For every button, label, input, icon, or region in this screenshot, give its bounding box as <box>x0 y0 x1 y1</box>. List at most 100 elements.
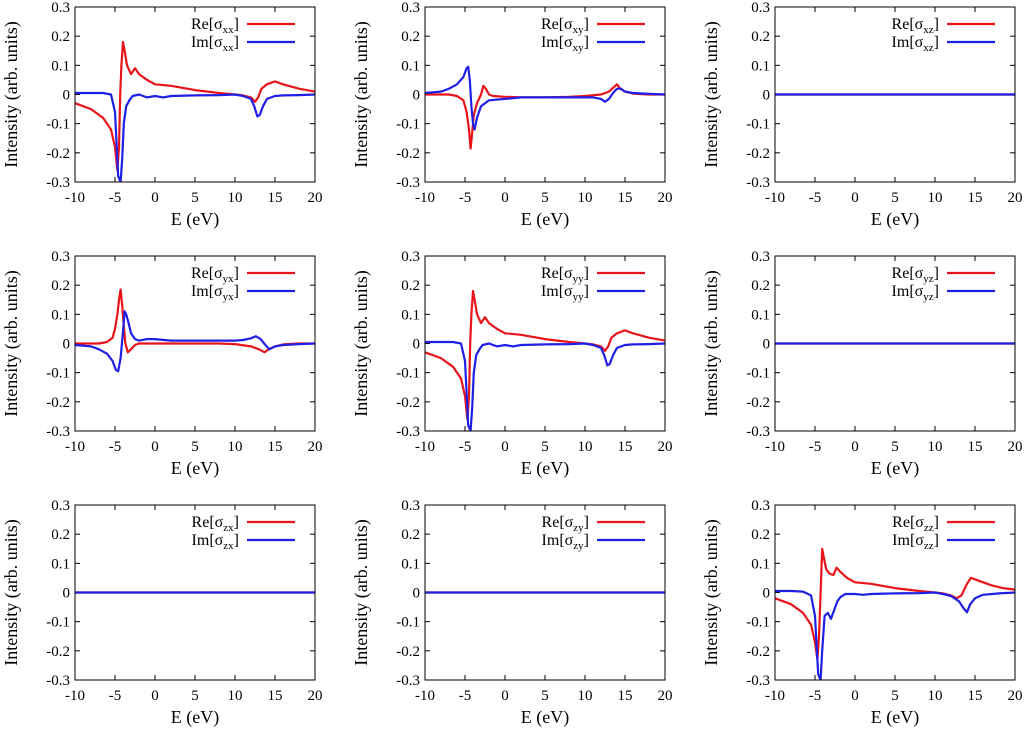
y-tick-label: 0 <box>413 337 421 353</box>
x-tick-label: 20 <box>308 190 323 206</box>
x-tick-label: 15 <box>268 439 283 455</box>
x-tick-label: 5 <box>541 688 549 704</box>
y-tick-label: 0.2 <box>751 29 770 45</box>
y-tick-label: 0 <box>413 586 421 602</box>
x-tick-label: 5 <box>891 190 899 206</box>
x-axis-label: E (eV) <box>521 458 569 479</box>
y-tick-label: 0.2 <box>51 527 70 543</box>
x-tick-label: 5 <box>191 190 199 206</box>
y-tick-label: -0.2 <box>46 644 70 660</box>
y-tick-label: 0 <box>63 586 71 602</box>
x-tick-label: 20 <box>1008 190 1023 206</box>
y-axis-label: Intensity (arb. units) <box>1 270 22 416</box>
plot-frame <box>424 255 666 432</box>
legend-label: Im[σzx] <box>192 532 239 552</box>
x-axis-label: E (eV) <box>171 707 219 728</box>
y-axis-label: Intensity (arb. units) <box>351 519 372 665</box>
plot-frame <box>424 504 666 681</box>
y-tick-label: -0.1 <box>396 615 420 631</box>
x-axis-label: E (eV) <box>871 209 919 230</box>
y-tick-label: 0.2 <box>401 527 420 543</box>
x-tick-label: 0 <box>151 190 159 206</box>
x-tick-label: -5 <box>809 190 822 206</box>
y-tick-label: -0.1 <box>46 615 70 631</box>
x-tick-label: 15 <box>968 688 983 704</box>
y-tick-label: -0.3 <box>46 175 70 191</box>
plot-frame <box>74 504 316 681</box>
im-series-line <box>75 91 315 182</box>
legend-label: Im[σzy] <box>542 532 589 552</box>
y-tick-label: -0.3 <box>396 424 420 440</box>
x-axis-label: E (eV) <box>171 458 219 479</box>
y-tick-label: -0.2 <box>746 644 770 660</box>
x-tick-label: 5 <box>191 439 199 455</box>
x-tick-label: 0 <box>851 439 859 455</box>
y-tick-label: 0 <box>63 337 71 353</box>
legend-label: Im[σyy] <box>541 283 589 303</box>
y-tick-label: 0.3 <box>401 498 420 514</box>
x-tick-label: 0 <box>501 190 509 206</box>
y-tick-label: 0.1 <box>751 307 770 323</box>
y-tick-label: -0.1 <box>746 366 770 382</box>
y-axis-label: Intensity (arb. units) <box>351 270 372 416</box>
y-axis-label: Intensity (arb. units) <box>701 21 722 167</box>
x-tick-label: 10 <box>578 439 593 455</box>
x-tick-label: 0 <box>151 439 159 455</box>
y-tick-label: 0.2 <box>51 278 70 294</box>
x-tick-label: 5 <box>541 190 549 206</box>
y-tick-label: 0.1 <box>751 556 770 572</box>
legend-label: Re[σzx] <box>192 514 239 534</box>
y-tick-label: -0.1 <box>46 366 70 382</box>
y-tick-label: 0.3 <box>751 249 770 265</box>
x-tick-label: 15 <box>968 190 983 206</box>
x-tick-label: 10 <box>578 688 593 704</box>
x-axis-label: E (eV) <box>521 707 569 728</box>
plot-frame <box>774 504 1016 681</box>
y-axis-label: Intensity (arb. units) <box>351 21 372 167</box>
y-axis-label: Intensity (arb. units) <box>701 519 722 665</box>
x-tick-label: 20 <box>658 190 673 206</box>
x-tick-label: 10 <box>928 688 943 704</box>
y-tick-label: 0.3 <box>51 0 70 16</box>
chart-panel-yx: -0.3 -0.2 -0.1 0 0.1 0.2 0.3 -10 -5 0 5 10 15 20 E (eV… <box>1 249 323 479</box>
x-tick-label: -10 <box>765 688 785 704</box>
y-tick-label: 0.3 <box>751 0 770 16</box>
y-tick-label: 0.1 <box>51 307 70 323</box>
y-tick-label: -0.3 <box>46 424 70 440</box>
chart-panel-zz: -0.3 -0.2 -0.1 0 0.1 0.2 0.3 -10 -5 0 5 10 15 20 E (eV… <box>701 498 1023 728</box>
y-tick-label: -0.1 <box>396 366 420 382</box>
y-tick-label: 0.3 <box>51 249 70 265</box>
x-tick-label: -10 <box>415 688 435 704</box>
x-axis-label: E (eV) <box>871 707 919 728</box>
y-axis-label: Intensity (arb. units) <box>1 519 22 665</box>
y-tick-label: 0.1 <box>51 58 70 74</box>
y-tick-label: -0.3 <box>396 673 420 689</box>
y-tick-label: 0 <box>763 337 771 353</box>
re-series-line <box>425 289 665 421</box>
x-tick-label: 15 <box>618 688 633 704</box>
y-tick-label: -0.2 <box>396 644 420 660</box>
y-tick-label: -0.2 <box>396 395 420 411</box>
x-tick-label: 15 <box>268 688 283 704</box>
y-tick-label: -0.3 <box>746 673 770 689</box>
im-series-line <box>425 65 665 131</box>
chart-panel-yz: -0.3 -0.2 -0.1 0 0.1 0.2 0.3 -10 -5 0 5 10 15 20 E (eV… <box>701 249 1023 479</box>
y-tick-label: -0.1 <box>396 117 420 133</box>
x-tick-label: 20 <box>308 688 323 704</box>
plot-frame <box>774 255 1016 432</box>
x-tick-label: -5 <box>459 439 472 455</box>
x-tick-label: 20 <box>308 439 323 455</box>
y-tick-label: -0.3 <box>396 175 420 191</box>
re-series-line <box>75 288 315 354</box>
x-axis-label: E (eV) <box>871 458 919 479</box>
chart-panel-xx: -0.3 -0.2 -0.1 0 0.1 0.2 0.3 -10 -5 0 5 10 15 20 E (eV… <box>1 0 323 230</box>
chart-panel-zx: -0.3 -0.2 -0.1 0 0.1 0.2 0.3 -10 -5 0 5 10 15 20 E (eV… <box>1 498 323 728</box>
y-tick-label: 0 <box>763 586 771 602</box>
legend-label: Re[σzz] <box>892 514 939 534</box>
y-tick-label: 0.1 <box>51 556 70 572</box>
plot-frame <box>74 255 316 432</box>
legend-label: Im[σxy] <box>541 34 589 54</box>
y-tick-label: 0 <box>63 88 71 104</box>
re-series-line <box>775 547 1015 661</box>
